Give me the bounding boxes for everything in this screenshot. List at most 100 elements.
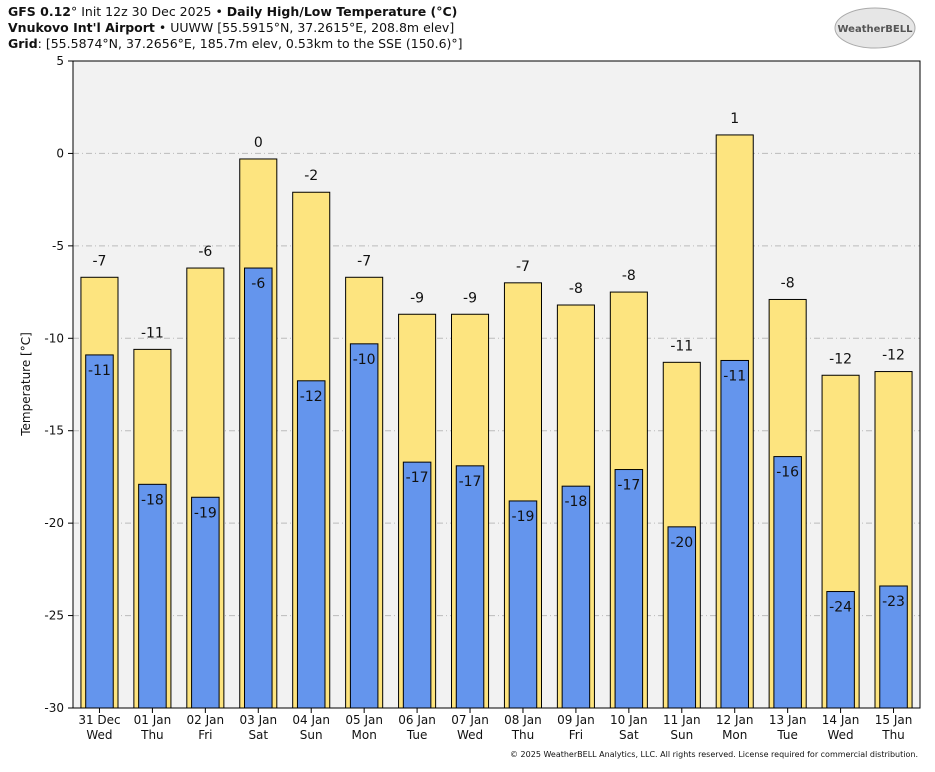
low-label: -17 xyxy=(617,478,640,494)
low-label: -24 xyxy=(829,600,852,616)
x-tick-day: Thu xyxy=(881,728,905,742)
x-tick-label: 04 Jan xyxy=(292,713,330,727)
logo: WeatherBELL xyxy=(837,24,913,35)
high-label: -7 xyxy=(357,253,371,269)
y-tick-label: -25 xyxy=(44,609,64,623)
header-text: Daily High/Low Temperature (°C) xyxy=(227,4,458,19)
x-tick-day: Sun xyxy=(300,728,323,742)
header-text: Vnukovo Int'l Airport xyxy=(8,20,155,35)
y-tick-label: -15 xyxy=(44,424,64,438)
low-label: -18 xyxy=(141,492,164,508)
high-label: 1 xyxy=(730,111,739,127)
header-line: Grid: [55.5874°N, 37.2656°E, 185.7m elev… xyxy=(8,36,463,51)
y-tick-label: 0 xyxy=(56,146,64,160)
high-label: -12 xyxy=(882,348,905,364)
header-text: GFS 0.12 xyxy=(8,4,71,19)
high-label: -8 xyxy=(569,281,583,297)
x-tick-label: 08 Jan xyxy=(504,713,542,727)
low-bar xyxy=(614,469,644,709)
footer: © 2025 WeatherBELL Analytics, LLC. All r… xyxy=(510,750,918,759)
low-bar xyxy=(508,500,538,709)
x-tick-label: 10 Jan xyxy=(610,713,648,727)
header-line: Vnukovo Int'l Airport • UUWW [55.5915°N,… xyxy=(8,20,454,35)
low-bar xyxy=(773,456,802,709)
x-tick-label: 13 Jan xyxy=(769,713,807,727)
y-tick-label: 5 xyxy=(56,54,64,68)
low-label: -19 xyxy=(194,505,217,521)
logo-badge xyxy=(834,7,916,49)
header: GFS 0.12° Init 12z 30 Dec 2025 • Daily H… xyxy=(8,4,463,51)
low-label: -6 xyxy=(251,276,265,292)
x-tick-day: Wed xyxy=(828,728,854,742)
high-label: 0 xyxy=(254,135,263,151)
low-bar xyxy=(244,267,273,709)
high-label: -8 xyxy=(622,268,636,284)
x-tick-day: Sun xyxy=(670,728,693,742)
header-text: Grid xyxy=(8,36,38,51)
high-label: -11 xyxy=(670,338,693,354)
x-tick-day: Mon xyxy=(722,728,747,742)
x-tick-label: 01 Jan xyxy=(134,713,172,727)
low-bar xyxy=(720,359,749,709)
x-tick-label: 09 Jan xyxy=(557,713,595,727)
high-label: -6 xyxy=(198,244,212,260)
x-tick-label: 07 Jan xyxy=(451,713,489,727)
low-bar xyxy=(349,343,379,709)
header-text: : [55.5874°N, 37.2656°E, 185.7m elev, 0.… xyxy=(38,36,463,51)
high-label: -7 xyxy=(516,259,530,275)
x-tick-day: Fri xyxy=(198,728,212,742)
high-label: -7 xyxy=(92,253,106,269)
x-tick-day: Fri xyxy=(569,728,583,742)
low-bar xyxy=(402,461,432,709)
high-label: -12 xyxy=(829,351,852,367)
y-tick-label: -30 xyxy=(44,701,64,715)
x-tick-label: 15 Jan xyxy=(875,713,913,727)
low-label: -11 xyxy=(723,368,746,384)
low-label: -16 xyxy=(776,465,799,481)
header-text: ° Init 12z 30 Dec 2025 • xyxy=(71,4,227,19)
x-tick-day: Thu xyxy=(511,728,535,742)
high-label: -9 xyxy=(463,290,477,306)
low-label: -10 xyxy=(353,352,376,368)
header-text: • UUWW [55.5915°N, 37.2615°E, 208.8m ele… xyxy=(155,20,454,35)
high-label: -11 xyxy=(141,325,164,341)
x-tick-day: Sat xyxy=(248,728,268,742)
low-bar xyxy=(191,496,220,709)
y-tick-label: -5 xyxy=(52,239,64,253)
low-bar xyxy=(561,485,591,709)
low-label: -12 xyxy=(300,389,323,405)
y-tick-label: -20 xyxy=(44,516,64,530)
y-axis-label: Temperature [°C] xyxy=(19,332,33,437)
low-label: -23 xyxy=(882,594,905,610)
y-tick-label: -10 xyxy=(44,331,64,345)
x-tick-label: 05 Jan xyxy=(345,713,383,727)
low-bar xyxy=(826,591,855,709)
x-tick-label: 06 Jan xyxy=(398,713,436,727)
high-label: -8 xyxy=(781,275,795,291)
low-label: -17 xyxy=(406,470,429,486)
x-tick-day: Tue xyxy=(406,728,428,742)
x-tick-day: Sat xyxy=(619,728,639,742)
low-label: -18 xyxy=(564,494,587,510)
low-bar xyxy=(455,465,485,709)
x-tick-day: Tue xyxy=(776,728,798,742)
low-label: -20 xyxy=(670,535,693,551)
plot-frame xyxy=(72,60,921,709)
low-bar xyxy=(667,526,697,709)
high-label: -9 xyxy=(410,290,424,306)
x-tick-day: Thu xyxy=(140,728,164,742)
x-tick-label: 14 Jan xyxy=(822,713,860,727)
low-label: -17 xyxy=(459,474,482,490)
low-label: -11 xyxy=(88,363,111,379)
x-tick-label: 03 Jan xyxy=(239,713,277,727)
low-bar xyxy=(85,354,114,709)
x-tick-label: 12 Jan xyxy=(716,713,754,727)
x-tick-label: 31 Dec xyxy=(78,713,120,727)
x-tick-day: Wed xyxy=(457,728,483,742)
header-line: GFS 0.12° Init 12z 30 Dec 2025 • Daily H… xyxy=(8,4,457,19)
x-tick-day: Wed xyxy=(86,728,112,742)
x-tick-day: Mon xyxy=(352,728,377,742)
low-bar xyxy=(138,483,167,709)
low-bar xyxy=(296,380,326,709)
